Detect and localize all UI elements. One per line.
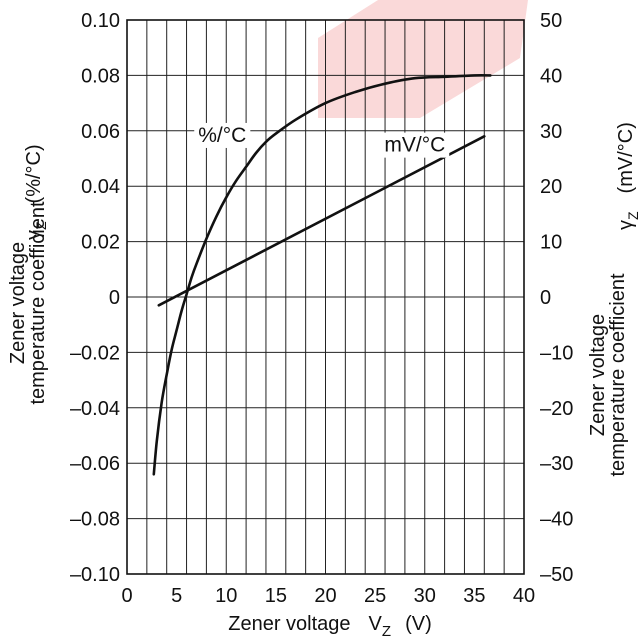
y-right-tick-label: –50 xyxy=(540,564,573,586)
svg-text:Zener voltage: Zener voltage xyxy=(7,242,29,364)
x-tick-label: 30 xyxy=(414,585,436,607)
svg-text:γZ(mV/°C): γZ(mV/°C) xyxy=(615,122,639,230)
y-right-tick-label: –10 xyxy=(540,342,573,364)
x-tick-label: 40 xyxy=(513,585,535,607)
svg-text:γZ(%/°C): γZ(%/°C) xyxy=(23,144,49,240)
x-axis-label: Zener voltage VZ (V) xyxy=(228,613,431,638)
x-tick-label: 20 xyxy=(314,585,336,607)
x-tick-label: 15 xyxy=(265,585,287,607)
series-line-mv xyxy=(157,135,486,307)
y-right-tick-label: 50 xyxy=(540,10,562,32)
y-right-tick-label: –20 xyxy=(540,398,573,420)
x-axis-ticks: 0 5 10 15 20 25 30 35 40 xyxy=(121,585,535,607)
y-right-tick-label: 30 xyxy=(540,121,562,143)
svg-text:temperature coefficient: temperature coefficient xyxy=(607,273,629,477)
annotation-background xyxy=(194,122,251,148)
y-left-tick-label: 0.06 xyxy=(81,121,120,143)
y-left-tick-label: –0.06 xyxy=(70,453,120,475)
x-tick-label: 10 xyxy=(215,585,237,607)
y-axis-right-label: Zener voltage temperature coefficient xyxy=(587,273,629,477)
y-left-tick-label: 0.08 xyxy=(81,65,120,87)
y-axis-left-label: Zener voltage temperature coefficient xyxy=(7,201,49,405)
y-right-tick-label: –40 xyxy=(540,509,573,531)
y-left-tick-label: 0.04 xyxy=(81,176,120,198)
y-right-tick-label: 0 xyxy=(540,287,551,309)
x-tick-label: 5 xyxy=(171,585,182,607)
y-axis-left-ticks: –0.10 –0.08 –0.06 –0.04 –0.02 0 0.02 0.04 0.06 0.… xyxy=(70,10,120,586)
y-left-tick-label: 0 xyxy=(109,287,120,309)
plot-frame xyxy=(126,19,525,575)
y-left-tick-label: –0.04 xyxy=(70,398,120,420)
x-tick-label: 0 xyxy=(121,585,132,607)
annotation-percent-label: %/°C xyxy=(198,124,246,147)
y-right-tick-label: 20 xyxy=(540,176,562,198)
annotation-background xyxy=(380,132,450,158)
y-right-tick-label: –30 xyxy=(540,453,573,475)
x-tick-label: 35 xyxy=(463,585,485,607)
plot-border xyxy=(126,19,525,575)
y-right-tick-label: 10 xyxy=(540,232,562,254)
y-axis-right-ticks: –50 –40 –30 –20 –10 0 10 20 30 40 50 xyxy=(540,10,573,586)
svg-text:Zener voltage: Zener voltage xyxy=(587,314,609,436)
y-left-tick-label: –0.10 xyxy=(70,564,120,586)
y-left-tick-label: 0.10 xyxy=(81,10,120,32)
x-tick-label: 25 xyxy=(364,585,386,607)
y-axis-left-symbol: γZ(%/°C) xyxy=(23,144,49,240)
y-left-tick-label: –0.08 xyxy=(70,509,120,531)
annotation-mv-label: mV/°C xyxy=(384,134,445,157)
series-lines xyxy=(152,74,492,476)
y-axis-right-symbol: γZ(mV/°C) xyxy=(615,122,639,230)
series-line-percent xyxy=(152,74,492,476)
y-right-tick-label: 40 xyxy=(540,65,562,87)
y-left-tick-label: –0.02 xyxy=(70,342,120,364)
y-left-tick-label: 0.02 xyxy=(81,232,120,254)
svg-text:temperature coefficient: temperature coefficient xyxy=(27,201,49,405)
